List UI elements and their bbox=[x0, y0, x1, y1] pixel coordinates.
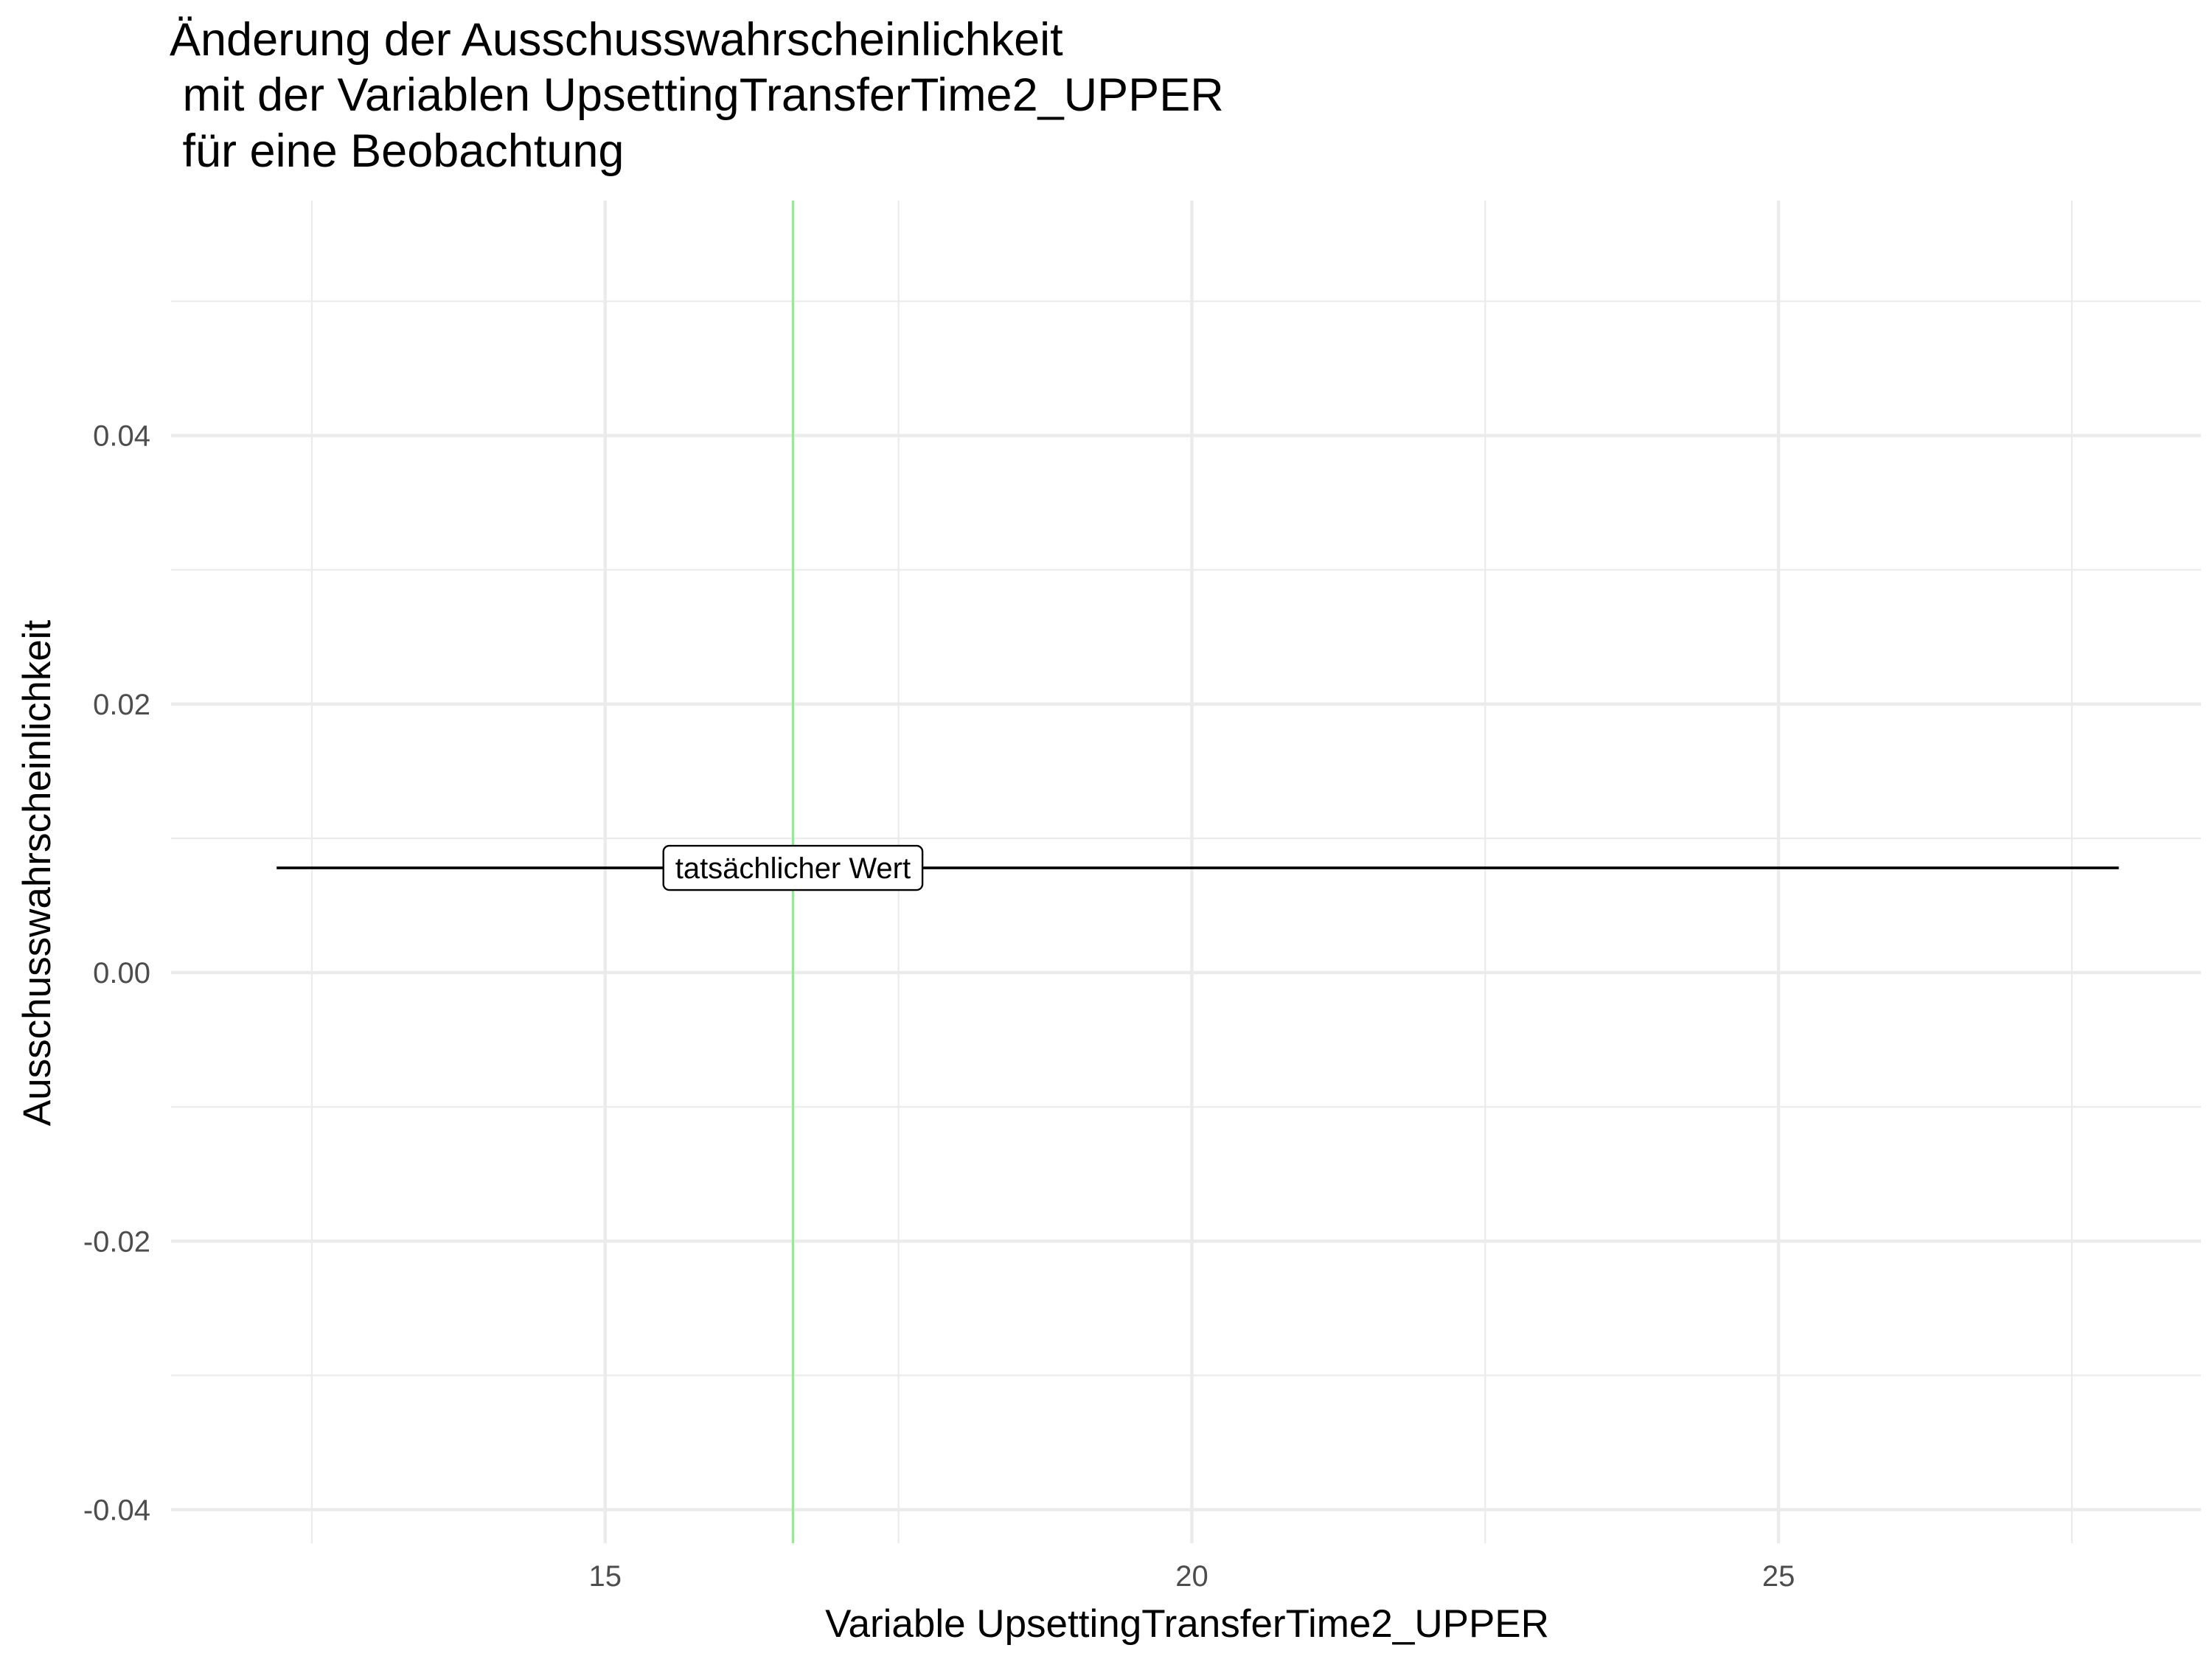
series-layer bbox=[276, 201, 2119, 1543]
chart-title-line-3: für eine Beobachtung bbox=[170, 125, 624, 177]
y-axis-title: Ausschusswahrscheinlichkeit bbox=[15, 620, 59, 1127]
chart-title-line-2: mit der Variablen UpsettingTransferTime2… bbox=[170, 69, 1224, 121]
x-tick-label: 25 bbox=[1762, 1560, 1795, 1593]
annotation-layer: tatsächlicher Wert bbox=[662, 844, 924, 891]
annotation-box bbox=[662, 844, 924, 891]
y-tick-label: 0.00 bbox=[93, 957, 150, 990]
y-tick-label: -0.02 bbox=[83, 1225, 150, 1258]
x-tick-label: 20 bbox=[1175, 1560, 1208, 1593]
ticks-layer: -0.04 -0.02 0.00 0.02 0.04 15 20 25 bbox=[83, 420, 1795, 1593]
y-tick-label: -0.04 bbox=[83, 1494, 150, 1526]
x-axis-title: Variable UpsettingTransferTime2_UPPER bbox=[825, 1602, 1549, 1646]
chart-title-line-1: Änderung der Ausschusswahrscheinlichkeit bbox=[170, 14, 1063, 66]
y-tick-label: 0.02 bbox=[93, 689, 150, 721]
y-tick-label: 0.04 bbox=[93, 420, 150, 453]
grid-layer bbox=[171, 201, 2201, 1543]
annotation-label: tatsächlicher Wert bbox=[675, 852, 911, 885]
x-tick-label: 15 bbox=[589, 1560, 622, 1593]
